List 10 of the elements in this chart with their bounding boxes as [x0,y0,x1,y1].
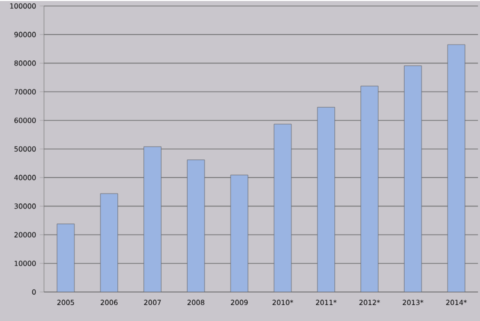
bar [360,86,378,292]
bar [187,160,205,292]
bar [230,174,248,292]
bar [274,124,292,292]
bar [404,66,422,292]
bar [447,44,466,292]
bar [317,107,335,292]
bar [144,146,162,292]
bar [56,224,75,292]
bar [100,193,118,292]
